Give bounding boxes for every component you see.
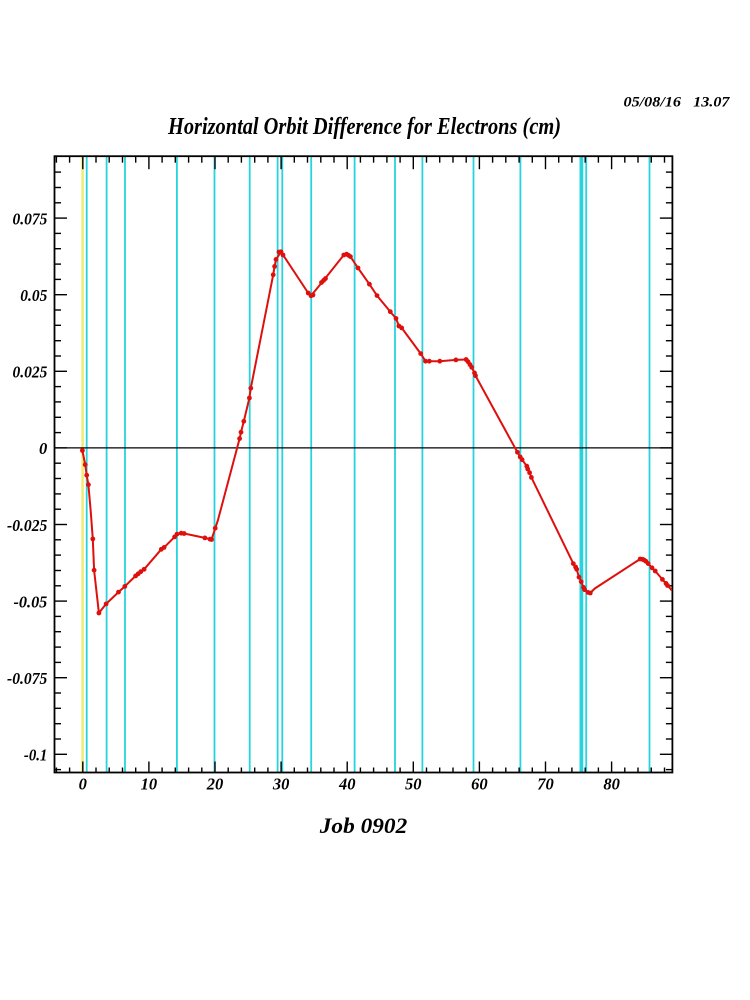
svg-text:0: 0 bbox=[79, 775, 87, 794]
svg-text:50: 50 bbox=[405, 775, 422, 794]
svg-text:0.075: 0.075 bbox=[13, 209, 48, 228]
svg-text:70: 70 bbox=[537, 775, 554, 794]
svg-text:10: 10 bbox=[141, 775, 158, 794]
svg-text:0.05: 0.05 bbox=[20, 286, 47, 305]
svg-text:80: 80 bbox=[603, 775, 620, 794]
svg-text:-0.05: -0.05 bbox=[14, 592, 48, 611]
svg-text:40: 40 bbox=[338, 775, 356, 794]
svg-text:Horizontal Orbit Difference fo: Horizontal Orbit Difference for Electron… bbox=[167, 114, 561, 140]
svg-text:30: 30 bbox=[272, 775, 290, 794]
svg-text:0: 0 bbox=[39, 439, 47, 458]
svg-text:-0.1: -0.1 bbox=[24, 746, 47, 765]
svg-text:0.025: 0.025 bbox=[13, 363, 48, 382]
svg-text:20: 20 bbox=[206, 775, 224, 794]
svg-text:60: 60 bbox=[471, 775, 488, 794]
svg-text:-0.075: -0.075 bbox=[7, 669, 47, 688]
svg-text:-0.025: -0.025 bbox=[7, 516, 47, 535]
svg-text:Job 0902: Job 0902 bbox=[319, 813, 408, 838]
svg-text:05/08/16 13.07: 05/08/16 13.07 bbox=[624, 95, 731, 111]
